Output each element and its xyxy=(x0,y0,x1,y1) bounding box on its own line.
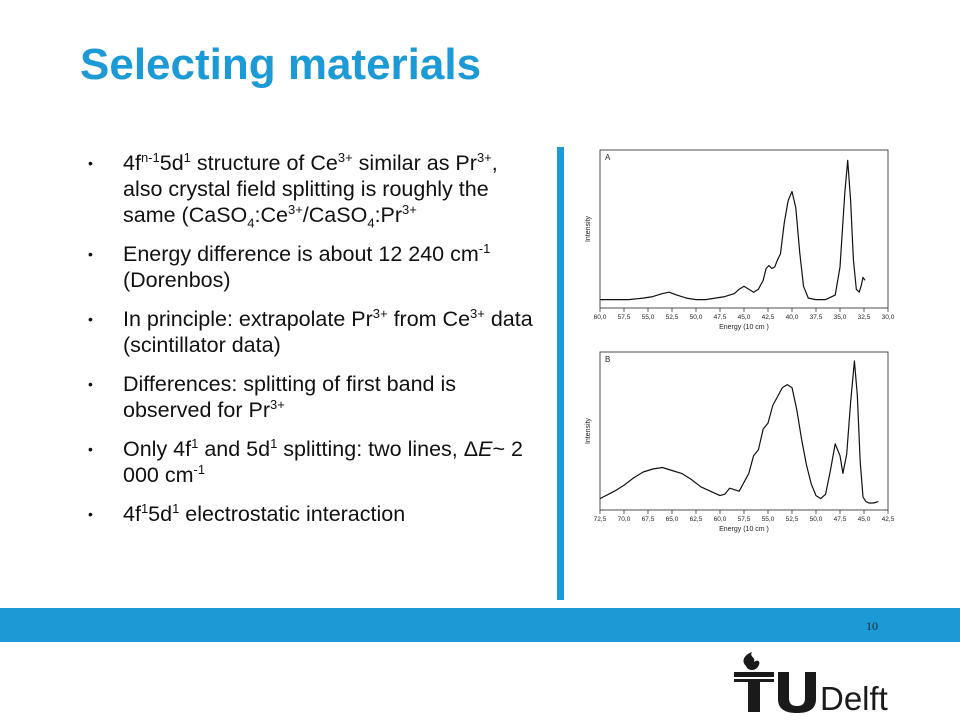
y-axis-label: Intensity xyxy=(585,215,592,242)
spectrum-chart-a: A 60,0 57,5 55,0 52,5 50,0 47,5 45,0 42,5 40,0 37,… xyxy=(585,149,895,331)
slide-title: Selecting materials xyxy=(80,40,482,89)
spectrum-line xyxy=(600,159,866,301)
x-tick-label: 57,5 xyxy=(618,314,631,321)
bullet-dot: • xyxy=(88,155,93,171)
panel-label: A xyxy=(605,153,611,162)
x-tick-label: 47,5 xyxy=(834,516,847,523)
x-tick-label: 60,0 xyxy=(714,516,727,523)
spectrum-line xyxy=(599,360,879,504)
spectrum-chart-b: B 72,5 70,0 67,5 65,0 62,5 60,0 57,5 55,0 52,5 50,… xyxy=(585,351,895,533)
page-number: 10 xyxy=(866,619,878,633)
panel-label: B xyxy=(605,355,610,364)
bullet-list: • 4fn-15d1 structure of Ce3+ similar as P… xyxy=(88,150,538,540)
bullet-item: • 4f15d1 electrostatic interaction xyxy=(88,500,406,526)
vertical-accent-bar xyxy=(557,147,564,600)
x-tick-label: 30,0 xyxy=(882,314,895,321)
x-tick-label: 50,0 xyxy=(810,516,823,523)
bullet-item: • In principle: extrapolate Pr3+ from Ce3… xyxy=(88,305,533,357)
x-tick-label: 72,5 xyxy=(594,516,607,523)
bullet-item: • Only 4f1 and 5d1 splitting: two lines, … xyxy=(88,435,523,487)
footer-bar xyxy=(0,608,960,642)
x-tick-label: 50,0 xyxy=(690,314,703,321)
x-tick-label: 35,0 xyxy=(834,314,847,321)
bullet-dot: • xyxy=(88,246,93,262)
x-tick-label: 45,0 xyxy=(738,314,751,321)
x-tick-label: 45,0 xyxy=(858,516,871,523)
x-axis-label: Energy (10 cm ) xyxy=(719,324,769,331)
bullet-dot: • xyxy=(88,506,93,522)
x-tick-label: 52,5 xyxy=(666,314,679,321)
x-tick-label: 40,0 xyxy=(786,314,799,321)
bullet-item: • 4fn-15d1 structure of Ce3+ similar as P… xyxy=(88,149,498,231)
svg-text:Delft: Delft xyxy=(820,680,888,717)
x-axis-label: Energy (10 cm ) xyxy=(719,526,769,533)
bullet-dot: • xyxy=(88,311,93,327)
x-tick-label: 55,0 xyxy=(642,314,655,321)
y-axis-label: Intensity xyxy=(585,417,592,444)
x-tick-label: 62,5 xyxy=(690,516,703,523)
chart-frame xyxy=(599,149,889,309)
bullet-item: • Differences: splitting of first band is… xyxy=(88,372,457,422)
x-tick-label: 70,0 xyxy=(618,516,631,523)
bullet-dot: • xyxy=(88,376,93,392)
x-tick-label: 52,5 xyxy=(786,516,799,523)
x-tick-label: 42,5 xyxy=(762,314,775,321)
bullet-dot: • xyxy=(88,441,93,457)
x-tick-label: 42,5 xyxy=(882,516,895,523)
x-tick-label: 47,5 xyxy=(714,314,727,321)
bullet-item: • Energy difference is about 12 240 cm-1 … xyxy=(88,240,491,292)
chart-frame xyxy=(599,351,889,511)
x-tick-label: 37,5 xyxy=(810,314,823,321)
x-tick-label: 32,5 xyxy=(858,314,871,321)
x-tick-label: 57,5 xyxy=(738,516,751,523)
x-tick-label: 67,5 xyxy=(642,516,655,523)
x-tick-label: 55,0 xyxy=(762,516,775,523)
x-tick-label: 60,0 xyxy=(594,314,607,321)
tu-delft-logo: Delft xyxy=(734,652,888,717)
x-tick-label: 65,0 xyxy=(666,516,679,523)
